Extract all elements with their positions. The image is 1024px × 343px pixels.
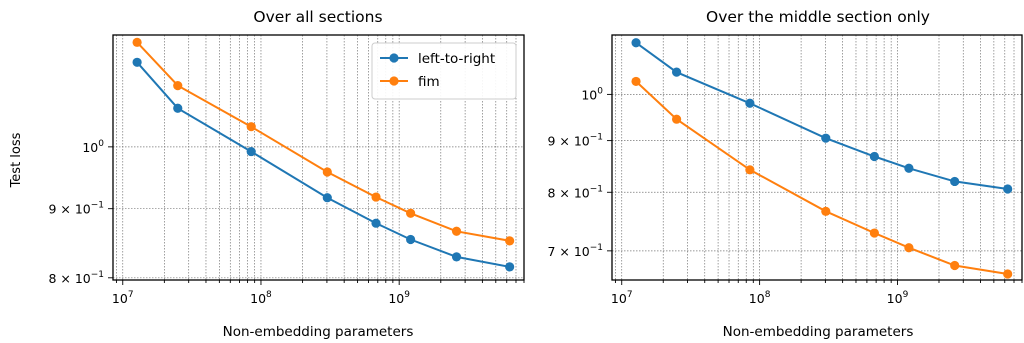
data-point [406, 208, 416, 218]
legend-label: fim [418, 74, 440, 90]
y-tick-label: 9 × 10−1 [48, 201, 104, 217]
legend-swatch-marker [389, 53, 399, 63]
x-tick-label: 107 [112, 290, 134, 306]
legend-label: left-to-right [418, 51, 495, 67]
grid [113, 35, 525, 280]
data-point [451, 252, 462, 262]
y-tick-label: 100 [82, 139, 104, 155]
data-point [322, 167, 332, 177]
data-point [950, 176, 960, 187]
data-point [631, 38, 641, 48]
panel-title: Over the middle section only [706, 8, 930, 26]
legend-swatch-marker [389, 76, 399, 86]
data-point [132, 37, 142, 47]
data-point [173, 103, 183, 113]
panel-middle-section: Over the middle section only Non-embeddi… [547, 8, 1023, 340]
legend: left-to-right fim [371, 42, 517, 100]
data-point [1003, 184, 1013, 194]
data-point [869, 228, 879, 238]
data-point [322, 193, 332, 203]
data-point [173, 81, 183, 91]
data-point [950, 260, 960, 271]
data-point [406, 234, 416, 245]
data-point [246, 122, 256, 132]
series-fim [631, 76, 1013, 279]
grid [612, 35, 1023, 280]
series-line [136, 61, 510, 268]
series-left-to-right [631, 38, 1013, 194]
data-point [904, 243, 914, 253]
series-line [136, 41, 510, 242]
data-point [671, 67, 682, 77]
data-point [371, 218, 381, 228]
data-point [631, 76, 641, 87]
y-axis-title: Test loss [9, 132, 24, 188]
data-point [821, 133, 831, 143]
series-fim [132, 37, 515, 246]
x-tick-label: 108 [250, 290, 272, 306]
x-axis-title: Non-embedding parameters [223, 324, 414, 340]
data-point [1003, 269, 1013, 279]
series-line [635, 41, 1008, 190]
data-point [821, 206, 831, 216]
data-point [505, 262, 515, 272]
y-tick-label: 100 [581, 86, 603, 102]
series-left-to-right [132, 57, 515, 272]
x-tick-label: 109 [388, 290, 410, 306]
data-point [371, 192, 381, 202]
plot-frame [611, 34, 1023, 281]
x-ticks [115, 280, 525, 285]
data-point [505, 236, 515, 246]
x-ticks [614, 280, 1023, 285]
data-point [132, 57, 142, 67]
data-point [451, 226, 462, 236]
data-point [745, 98, 755, 108]
y-tick-label: 7 × 10−1 [547, 243, 603, 259]
x-tick-label: 108 [749, 290, 771, 306]
panel-title: Over all sections [253, 8, 382, 26]
panel-all-sections: Over all sections Non-embedding paramete… [48, 8, 525, 340]
data-point [745, 165, 755, 175]
x-tick-label: 107 [611, 290, 633, 306]
x-axis-title: Non-embedding parameters [723, 324, 914, 340]
plot-frame [112, 34, 525, 281]
y-tick-label: 8 × 10−1 [547, 184, 603, 200]
data-point [246, 146, 256, 157]
data-point [904, 163, 914, 173]
y-tick-label: 8 × 10−1 [48, 270, 104, 286]
x-tick-label: 109 [887, 290, 909, 306]
data-point [869, 151, 879, 162]
y-tick-label: 9 × 10−1 [547, 133, 603, 149]
data-point [671, 114, 682, 124]
series-line [635, 80, 1008, 275]
